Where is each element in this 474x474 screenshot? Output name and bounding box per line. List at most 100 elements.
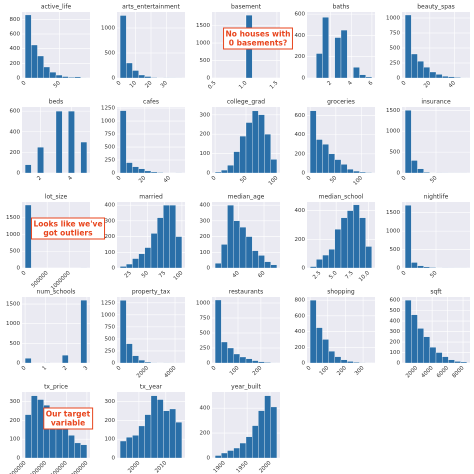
histogram-bar [31, 395, 38, 459]
subplot: college_grad 0 100 200 300 0 50 100 [200, 99, 280, 187]
x-tick-label: 50 [53, 80, 63, 90]
y-tick-label: 100 [105, 250, 116, 256]
histogram-bar [80, 299, 88, 364]
y-tick-label: 600 [390, 298, 401, 304]
histogram-bar [417, 168, 424, 174]
y-tick-label: 200 [295, 345, 306, 351]
subplot: shopping 0 200 400 600 800 0 100 200 300 [295, 289, 375, 377]
histogram-bar [245, 436, 253, 459]
histogram-bar [24, 204, 32, 269]
histogram-bar [55, 74, 63, 79]
y-tick-label: 0 [302, 361, 306, 367]
histogram-bar [448, 359, 455, 364]
x-tick-label: 5.0 [328, 270, 339, 281]
histogram-bar [429, 71, 437, 79]
y-tick-label: 200 [10, 418, 21, 424]
histogram-bar [454, 77, 461, 79]
histogram-bar [365, 246, 372, 269]
histogram-bar [442, 76, 449, 79]
histogram-bar [258, 410, 265, 459]
histogram-bar [80, 444, 88, 459]
histogram-bar [359, 74, 366, 79]
annotation-text: Looks like we've [33, 220, 102, 229]
histogram-bar [417, 328, 424, 364]
y-tick-label: 200 [105, 234, 116, 240]
histogram-bar [252, 360, 259, 364]
y-tick-label: 300 [105, 399, 116, 405]
y-tick-label: 1250 [101, 300, 115, 306]
histogram-bar [221, 244, 228, 269]
histogram-bar [214, 263, 222, 269]
annotation-text: got outliers [43, 229, 93, 238]
histogram-bar [37, 55, 44, 79]
plot-background [117, 107, 185, 173]
subplot: nightlife 0 500 1000 1500 0 50 [386, 194, 470, 279]
subplot: tx_year 0 100 200 300 2000 2010 [105, 384, 185, 474]
subplot-title: married [139, 194, 163, 201]
x-tick-label: 0 [21, 270, 28, 277]
x-tick-label: 8000 [451, 365, 465, 379]
y-tick-label: 800 [10, 17, 21, 23]
annotation-box [43, 407, 94, 430]
subplot: married 0 100 200 300 400 25 50 75 100 [105, 194, 185, 282]
x-tick-label: 2 [36, 175, 43, 182]
x-tick-label: 0 [21, 80, 28, 87]
subplot-title: college_grad [227, 99, 265, 106]
y-tick-label: 400 [10, 129, 21, 135]
x-tick-label: 100 [319, 365, 331, 377]
y-tick-label: 400 [200, 406, 211, 412]
subplot: median_school 0 200 400 2.5 5.0 7.5 10.0 [295, 194, 375, 283]
histogram-bar [328, 153, 335, 174]
histogram-bar [233, 220, 240, 269]
histogram-bar [334, 159, 342, 174]
x-tick-label: 1950 [235, 460, 249, 474]
histogram-bar [233, 151, 240, 174]
histogram-bar [252, 250, 259, 269]
x-tick-label: 10 [129, 80, 139, 90]
histogram-bar [62, 76, 69, 79]
y-tick-label: 500 [105, 145, 116, 151]
histogram-bar [68, 110, 75, 174]
histogram-bar [429, 267, 437, 269]
x-tick-label: 20 [144, 80, 154, 90]
y-tick-label: 0 [397, 76, 401, 82]
histogram-bar [252, 110, 259, 174]
y-tick-label: 100 [200, 151, 211, 157]
histogram-bar [353, 170, 360, 174]
histogram-bar [138, 359, 145, 364]
histogram-bar [239, 442, 247, 459]
x-tick-label: 20 [138, 175, 148, 185]
y-tick-label: 0 [397, 171, 401, 177]
y-tick-label: 300 [200, 218, 211, 224]
x-tick-label: 2000 [136, 365, 150, 379]
y-tick-label: 750 [390, 31, 401, 37]
histogram-bar [31, 44, 38, 79]
histogram-bar [214, 455, 222, 459]
histogram-bar [429, 347, 437, 364]
y-tick-label: 500 [390, 308, 401, 314]
y-tick-label: 0 [207, 171, 211, 177]
y-tick-label: 1500 [6, 302, 20, 308]
histogram-bar [119, 110, 127, 174]
histogram-bar [316, 139, 323, 174]
subplot: tx_price 0 100 200 300 200000 400000 600000 8000… [8, 384, 94, 474]
histogram-bar [245, 122, 253, 174]
x-tick-label: 50 [429, 175, 439, 185]
y-tick-label: 300 [390, 329, 401, 335]
histogram-bar [214, 299, 222, 364]
subplot: num_schools 0 500 1000 1500 0 1 2 3 [6, 289, 90, 372]
subplot-title: groceries [327, 99, 355, 106]
histogram-bar [365, 76, 373, 79]
histogram-bar [347, 210, 354, 269]
x-tick-label: 200000 [8, 460, 27, 474]
histogram-bar [417, 265, 424, 269]
y-tick-label: 400 [105, 203, 116, 209]
x-tick-label: 50 [141, 270, 151, 280]
subplot: beauty_spas 0 250 500 750 1000 0 20 40 [386, 4, 470, 89]
histogram-bar [233, 447, 240, 459]
y-tick-label: 0 [302, 171, 306, 177]
x-tick-label: 1.0 [238, 80, 249, 91]
histogram-bar [340, 164, 348, 174]
y-tick-label: 200 [390, 340, 401, 346]
